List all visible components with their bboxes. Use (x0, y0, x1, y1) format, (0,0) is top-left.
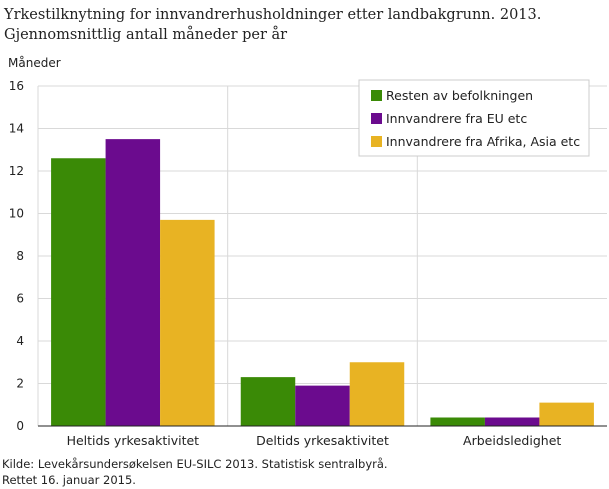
legend-label: Innvandrere fra Afrika, Asia etc (386, 134, 580, 149)
bar (240, 377, 296, 426)
axes: 0 2 4 6 8 10 12 14 16 Heltids yrkesaktivitet Delti… (9, 79, 607, 448)
chart-title-line-1: Yrkestilknytning for innvandrerhusholdni… (4, 7, 542, 23)
bar (484, 417, 540, 426)
legend-swatch (371, 90, 382, 101)
y-tick-label: 14 (9, 122, 24, 136)
bars (51, 139, 594, 426)
chart-title: Yrkestilknytning for innvandrerhusholdni… (4, 5, 541, 45)
y-tick-label: 16 (9, 79, 24, 93)
y-tick-label: 4 (16, 334, 24, 348)
chart-title-line-2: Gjennomsnittlig antall måneder per år (4, 27, 288, 43)
bar (539, 402, 594, 426)
legend-box (358, 79, 590, 157)
legend-swatch (371, 113, 382, 124)
x-tick-label: Deltids yrkesaktivitet (256, 433, 389, 448)
bar (160, 219, 215, 426)
x-tick-label: Heltids yrkesaktivitet (67, 433, 200, 448)
y-tick-label: 6 (16, 292, 24, 306)
bar (51, 158, 106, 426)
x-tick-label: Arbeidsledighet (463, 433, 561, 448)
y-axis-label: Måneder (8, 56, 61, 70)
legend: Resten av befolkningen Innvandrere fra EU… (358, 79, 590, 157)
y-tick-label: 0 (16, 419, 24, 433)
bar (105, 139, 161, 426)
y-tick-label: 10 (9, 207, 24, 221)
y-tick-label: 12 (9, 164, 24, 178)
y-tick-label: 8 (16, 249, 24, 263)
bar (295, 385, 350, 426)
source-note: Kilde: Levekårsundersøkelsen EU-SILC 201… (2, 456, 388, 488)
legend-label: Innvandrere fra EU etc (386, 111, 527, 126)
source-line-1: Kilde: Levekårsundersøkelsen EU-SILC 201… (2, 457, 388, 471)
legend-label: Resten av befolkningen (386, 88, 533, 103)
source-line-2: Rettet 16. januar 2015. (2, 473, 136, 487)
bar (349, 362, 405, 426)
y-tick-label: 2 (16, 377, 24, 391)
legend-swatch (371, 136, 382, 147)
bar (430, 417, 485, 426)
